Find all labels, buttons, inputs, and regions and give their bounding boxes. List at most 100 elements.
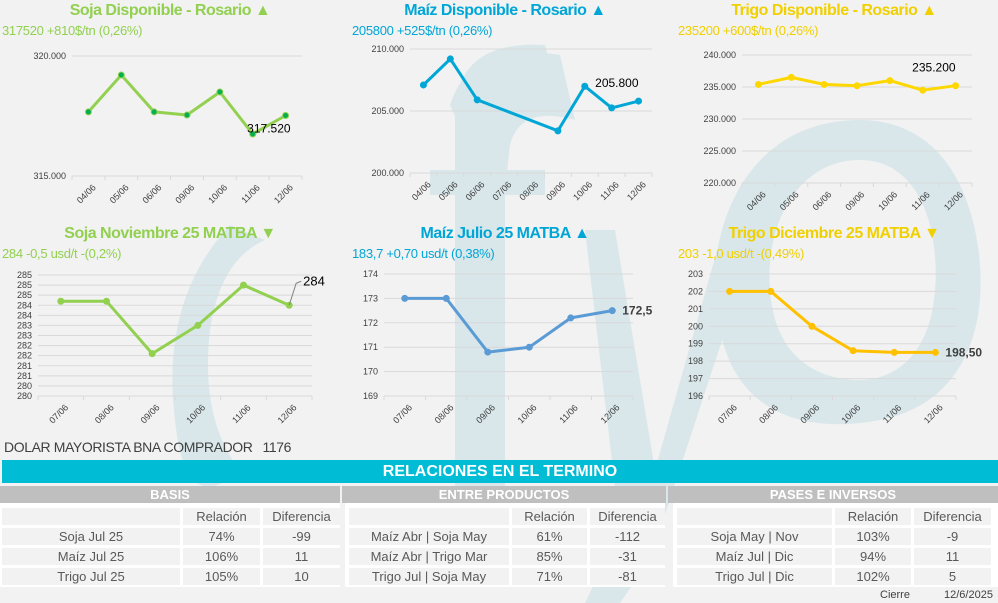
- x-tick-label: 08/06: [517, 179, 540, 202]
- row-label: Maíz Abr | Soja May: [349, 528, 509, 545]
- x-tick-label: 09/06: [544, 179, 567, 202]
- line-chart-soja-disponible: 315.000 320.000 04/06 05/06 06/06 09/06 10/06 1…: [33, 51, 303, 205]
- x-tick-label: 10/06: [184, 402, 207, 425]
- data-point: [890, 348, 898, 356]
- table-header-row: Relación Diferencia: [349, 508, 665, 525]
- y-tick-label: 230.000: [703, 114, 736, 124]
- data-point: [57, 297, 65, 305]
- data-point: [401, 294, 409, 302]
- header-cell: Relación: [183, 508, 260, 525]
- y-tick-label: 315.000: [33, 171, 66, 181]
- y-tick-label: 169: [363, 391, 378, 401]
- section-header-basis: BASIS: [0, 486, 340, 503]
- chart-title-text: Trigo Disponible - Rosario: [731, 2, 918, 19]
- footer-date: 12/6/2025: [944, 589, 993, 601]
- data-point: [820, 80, 828, 88]
- x-tick-label: 08/06: [93, 402, 116, 425]
- table-row: Soja May | Nov 103% -9: [677, 528, 991, 545]
- last-value-label: 317.520: [247, 122, 291, 136]
- x-tick-label: 04/06: [410, 179, 433, 202]
- x-tick-label: 07/06: [47, 402, 70, 425]
- relacion-cell: 102%: [835, 568, 911, 585]
- data-point: [554, 127, 562, 135]
- series-line: [422, 57, 639, 133]
- header-cell: Diferencia: [914, 508, 991, 525]
- entre-productos-table: Relación Diferencia Maíz Abr | Soja May …: [346, 505, 668, 588]
- chart-title-text: Trigo Diciembre 25 MATBA: [728, 225, 921, 242]
- x-tick-label: 09/06: [173, 182, 196, 205]
- row-label: Trigo Jul | Dic: [677, 568, 832, 585]
- header-cell: Diferencia: [263, 508, 340, 525]
- diferencia-cell: 10: [263, 568, 340, 585]
- diferencia-cell: 11: [914, 548, 991, 565]
- relacion-cell: 106%: [183, 548, 260, 565]
- chart-title: Trigo Diciembre 25 MATBA ▼: [670, 225, 998, 243]
- x-tick-label: 11/06: [230, 403, 253, 426]
- y-tick-label: 240.000: [703, 50, 736, 60]
- relacion-cell: 105%: [183, 568, 260, 585]
- header-cell: Relación: [835, 508, 911, 525]
- chart-panel-trigo-disponible: Trigo Disponible - Rosario ▲ 235200 +600…: [670, 0, 998, 215]
- dolar-value: 1176: [262, 439, 291, 455]
- x-tick-label: 11/06: [598, 180, 621, 203]
- chart-subtitle: 183,7 +0,70 usd/t (0,38%): [352, 246, 495, 261]
- row-label: Trigo Jul 25: [2, 568, 180, 585]
- data-point: [473, 96, 481, 104]
- series-line: [729, 289, 936, 354]
- data-point: [919, 86, 927, 94]
- y-tick-label: 199: [688, 339, 703, 349]
- data-point: [103, 297, 110, 305]
- diferencia-cell: 11: [263, 548, 340, 565]
- y-tick-label: 280: [17, 391, 32, 401]
- diferencia-cell: -31: [590, 548, 665, 565]
- data-point: [194, 321, 202, 329]
- data-point: [216, 88, 224, 96]
- x-tick-label: 07/06: [716, 402, 739, 425]
- x-tick-label: 11/06: [881, 403, 904, 426]
- row-label: Maíz Abr | Trigo Mar: [349, 548, 509, 565]
- data-point: [567, 314, 575, 322]
- chart-title-text: Soja Noviembre 25 MATBA: [64, 225, 257, 242]
- table-row: Soja Jul 25 74% -99: [2, 528, 340, 545]
- table-row: Trigo Jul 25 105% 10: [2, 568, 340, 585]
- diferencia-cell: -99: [263, 528, 340, 545]
- x-tick-label: 05/06: [778, 189, 801, 212]
- table-row: Maíz Abr | Trigo Mar 85% -31: [349, 548, 665, 565]
- dolar-label: DOLAR MAYORISTA BNA COMPRADOR: [4, 439, 253, 455]
- row-label: Soja May | Nov: [677, 528, 832, 545]
- x-tick-label: 08/06: [757, 402, 780, 425]
- up-triangle-icon: ▲: [590, 2, 606, 19]
- chart-title-text: Maíz Disponible - Rosario: [404, 2, 587, 19]
- relacion-cell: 74%: [183, 528, 260, 545]
- relacion-cell: 85%: [512, 548, 587, 565]
- header-cell: Diferencia: [590, 508, 665, 525]
- line-chart-trigo-disponible: 220.000 225.000 230.000 235.000 240.000 04/06…: [703, 50, 973, 212]
- y-tick-label: 210.000: [371, 44, 404, 54]
- x-tick-label: 07/06: [391, 402, 414, 425]
- chart-panel-soja-disponible: Soja Disponible - Rosario ▲ 317520 +810$…: [0, 0, 340, 215]
- x-tick-label: 04/06: [745, 189, 768, 212]
- chart-title-text: Soja Disponible - Rosario: [69, 2, 252, 19]
- data-point: [150, 108, 158, 116]
- y-tick-label: 284: [17, 310, 32, 320]
- line-chart-maiz-disponible: 200.000 205.000 210.000 04/06 05/06 06/06 07/0…: [371, 44, 653, 203]
- last-value-label: 235.200: [912, 61, 956, 75]
- x-tick-label: 12/06: [272, 182, 295, 205]
- y-tick-label: 205.000: [371, 106, 404, 116]
- diferencia-cell: -9: [914, 528, 991, 545]
- down-triangle-icon: ▼: [260, 225, 276, 242]
- data-point: [886, 77, 894, 85]
- data-point: [117, 71, 125, 79]
- data-point: [282, 112, 290, 120]
- y-tick-label: 235.000: [703, 82, 736, 92]
- data-point: [608, 104, 616, 112]
- up-triangle-icon: ▲: [921, 2, 937, 19]
- header-cell: [677, 508, 832, 525]
- row-label: Maíz Jul 25: [2, 548, 180, 565]
- data-point: [249, 130, 257, 138]
- data-point: [808, 322, 816, 330]
- x-tick-label: 08/06: [433, 402, 456, 425]
- x-tick-label: 10/06: [571, 179, 594, 202]
- y-tick-label: 172: [363, 318, 378, 328]
- y-tick-label: 285: [17, 270, 32, 280]
